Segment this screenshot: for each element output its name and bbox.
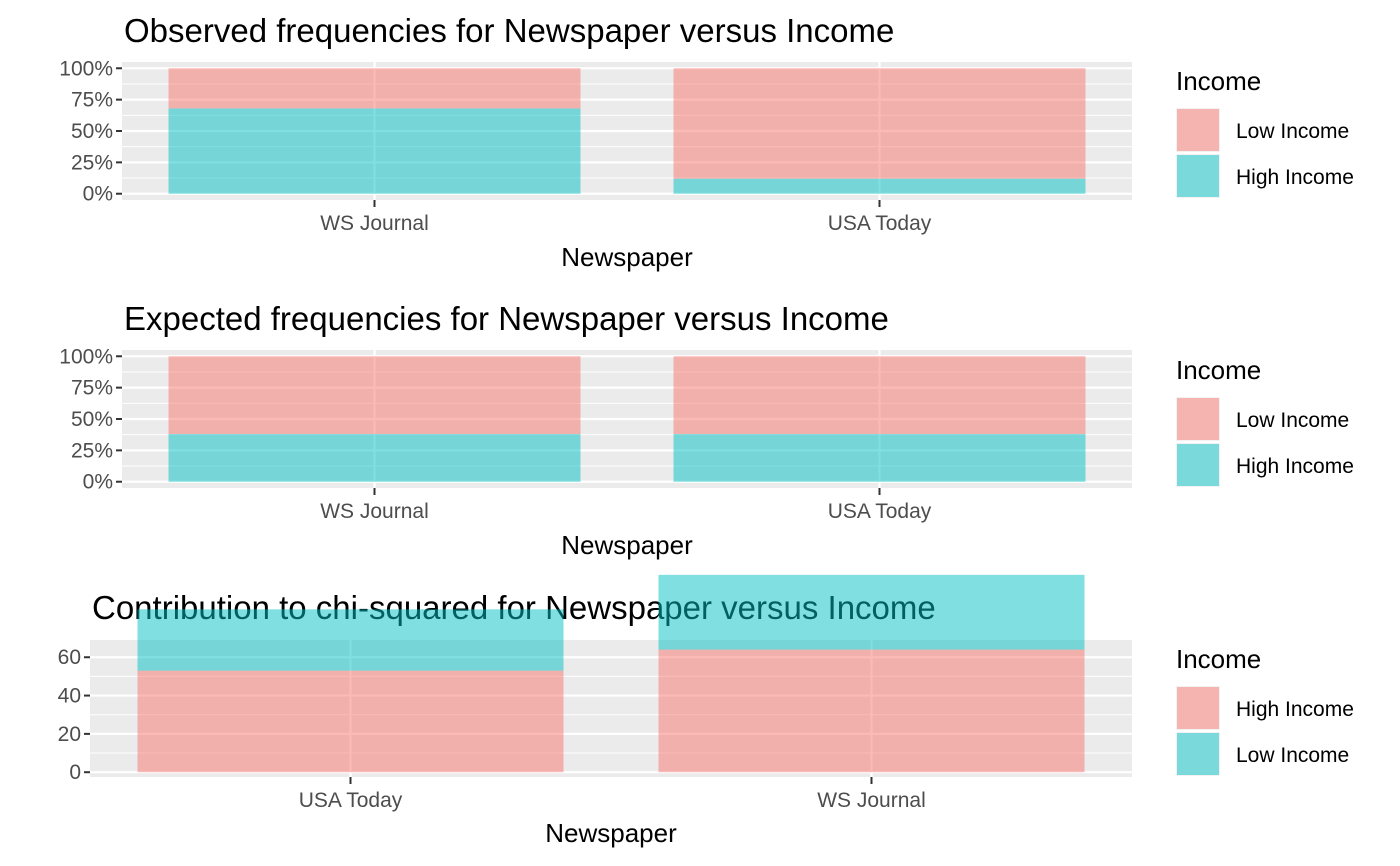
legend-label: Low Income xyxy=(1236,120,1349,143)
x-tick-label: WS Journal xyxy=(320,500,429,523)
bar-high-income-usa-today xyxy=(137,670,564,773)
x-axis-title: Newspaper xyxy=(545,818,677,848)
legend-swatch xyxy=(1177,444,1219,486)
bar-low-income-ws-journal xyxy=(168,356,581,435)
y-tick-label: 60 xyxy=(58,646,81,669)
x-tick-label: WS Journal xyxy=(817,789,926,812)
x-axis-title: Newspaper xyxy=(561,242,693,272)
y-tick-label: 0% xyxy=(83,183,113,206)
legend: Income Low Income High Income xyxy=(1176,66,1354,198)
legend-label: Low Income xyxy=(1236,409,1349,432)
legend-title: Income xyxy=(1176,644,1261,674)
legend-swatch xyxy=(1177,687,1219,729)
legend-swatch xyxy=(1177,155,1219,197)
chart-title: Expected frequencies for Newspaper versu… xyxy=(124,300,889,337)
y-tick-label: 100% xyxy=(59,345,113,368)
legend: Income Low Income High Income xyxy=(1176,355,1354,487)
y-tick-label: 25% xyxy=(71,151,113,174)
chart-title: Observed frequencies for Newspaper versu… xyxy=(124,12,894,49)
legend: Income High Income Low Income xyxy=(1176,644,1354,776)
bar-low-income-ws-journal xyxy=(168,68,581,109)
y-tick-label: 0% xyxy=(83,471,113,494)
bar-high-income-ws-journal xyxy=(168,434,581,482)
legend-swatch xyxy=(1177,733,1219,775)
y-tick-label: 100% xyxy=(59,57,113,80)
y-tick-label: 20 xyxy=(58,723,81,746)
legend-title: Income xyxy=(1176,355,1261,385)
y-tick-label: 25% xyxy=(71,439,113,462)
x-axis-title: Newspaper xyxy=(561,530,693,560)
legend-label: High Income xyxy=(1236,455,1354,478)
y-tick-label: 50% xyxy=(71,120,113,143)
x-tick-label: USA Today xyxy=(828,212,932,235)
bar-low-income-usa-today xyxy=(673,356,1086,435)
legend-label: High Income xyxy=(1236,698,1354,721)
chart-0: Observed frequencies for Newspaper versu… xyxy=(59,12,1354,272)
y-tick-label: 40 xyxy=(58,685,81,708)
chart-2: Contribution to chi-squared for Newspape… xyxy=(58,574,1354,848)
legend-label: High Income xyxy=(1236,166,1354,189)
bar-high-income-ws-journal xyxy=(658,649,1085,773)
x-tick-label: WS Journal xyxy=(320,212,429,235)
bar-high-income-ws-journal xyxy=(168,108,581,194)
y-tick-label: 50% xyxy=(71,408,113,431)
x-tick-label: USA Today xyxy=(828,500,932,523)
legend-swatch xyxy=(1177,398,1219,440)
legend-swatch xyxy=(1177,109,1219,151)
bar-low-income-usa-today xyxy=(673,68,1086,179)
bar-low-income-ws-journal xyxy=(658,574,1085,650)
y-tick-label: 75% xyxy=(71,89,113,112)
y-tick-label: 0 xyxy=(69,761,81,784)
bar-high-income-usa-today xyxy=(673,434,1086,482)
legend-title: Income xyxy=(1176,66,1261,96)
legend-label: Low Income xyxy=(1236,744,1349,767)
chart-1: Expected frequencies for Newspaper versu… xyxy=(59,300,1354,560)
bar-high-income-usa-today xyxy=(673,178,1086,194)
bar-low-income-usa-today xyxy=(137,609,564,671)
x-tick-label: USA Today xyxy=(299,789,403,812)
y-tick-label: 75% xyxy=(71,377,113,400)
